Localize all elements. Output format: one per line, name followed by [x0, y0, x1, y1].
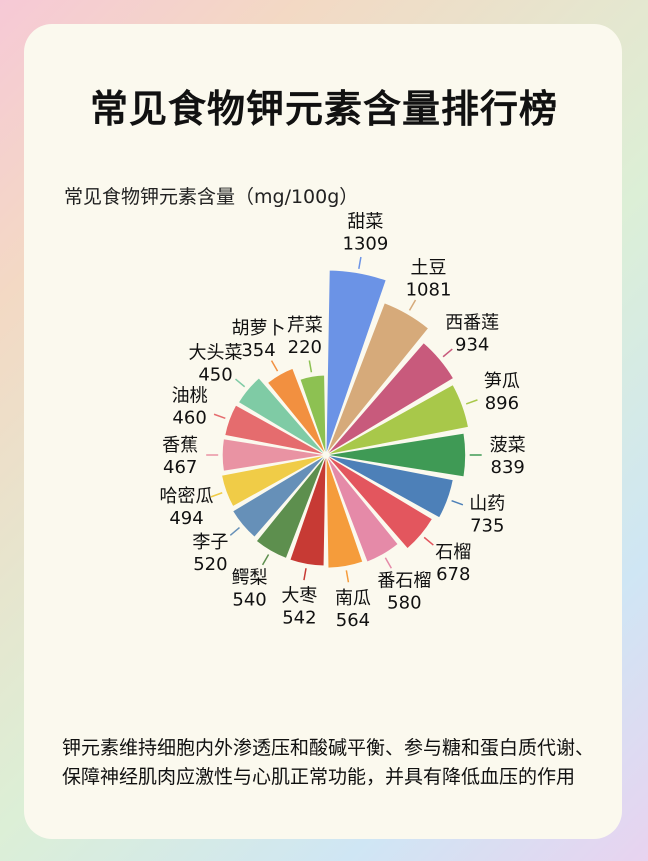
- category-label-9: 大枣: [281, 586, 317, 607]
- category-label-2: 西番莲: [445, 312, 499, 333]
- category-label-17: 芹菜: [287, 315, 323, 336]
- category-label-13: 香蕉: [162, 435, 198, 456]
- value-label-1: 1081: [406, 279, 452, 300]
- slice-6: [325, 454, 434, 550]
- value-label-12: 494: [169, 508, 203, 529]
- slice-14: [224, 404, 327, 456]
- value-label-17: 220: [288, 337, 322, 358]
- leader-line-16: [270, 360, 279, 372]
- leader-line-10: [261, 554, 270, 566]
- slice-9: [289, 454, 327, 567]
- slice-4: [325, 432, 467, 478]
- value-label-14: 460: [172, 407, 206, 428]
- slice-0: [325, 269, 387, 456]
- category-label-10: 鳄梨: [232, 567, 268, 588]
- leader-line-7: [384, 557, 393, 569]
- value-label-13: 467: [163, 457, 197, 478]
- category-label-12: 哈密瓜: [160, 486, 214, 507]
- value-label-0: 1309: [343, 233, 389, 254]
- slice-11: [231, 454, 327, 538]
- value-label-16: 354: [241, 340, 275, 361]
- leader-line-12: [210, 492, 223, 498]
- category-label-14: 油桃: [172, 385, 208, 406]
- slice-3: [325, 383, 470, 456]
- slice-17: [299, 374, 327, 456]
- slice-16: [266, 367, 327, 456]
- value-label-8: 564: [336, 610, 370, 631]
- value-label-15: 450: [198, 364, 232, 385]
- category-label-15: 大头菜: [189, 342, 243, 363]
- description-text: 钾元素维持细胞内外渗透压和酸碱平衡、参与糖和蛋白质代谢、保障神经肌肉应激性与心肌…: [62, 737, 595, 788]
- value-label-4: 839: [491, 457, 525, 478]
- slice-8: [325, 454, 364, 569]
- slice-5: [325, 454, 454, 519]
- value-label-9: 542: [282, 608, 316, 629]
- value-label-10: 540: [232, 589, 266, 610]
- category-label-11: 李子: [192, 532, 228, 553]
- category-label-8: 南瓜: [335, 588, 371, 609]
- category-label-5: 山药: [469, 494, 505, 515]
- category-label-0: 甜菜: [347, 211, 383, 232]
- slice-13: [221, 438, 327, 472]
- value-label-2: 934: [455, 334, 489, 355]
- chart-title: 常见食物钾元素含量（mg/100g）: [64, 186, 359, 208]
- slice-12: [220, 454, 327, 508]
- value-label-7: 580: [387, 593, 421, 614]
- category-label-16: 胡萝卜: [232, 318, 286, 339]
- leader-line-9: [303, 568, 307, 581]
- leader-line-6: [423, 536, 434, 546]
- leader-line-0: [358, 256, 362, 270]
- slice-2: [325, 341, 455, 456]
- slice-15: [237, 377, 327, 456]
- category-label-7: 番石榴: [377, 571, 431, 592]
- leader-line-1: [408, 299, 417, 311]
- leader-line-11: [229, 527, 240, 536]
- leader-line-3: [465, 399, 478, 405]
- value-label-5: 735: [470, 516, 504, 537]
- category-label-6: 石榴: [435, 542, 471, 563]
- value-label-3: 896: [485, 393, 519, 414]
- slice-1: [325, 302, 430, 456]
- slice-7: [325, 454, 399, 563]
- value-label-6: 678: [436, 564, 470, 585]
- category-label-1: 土豆: [411, 257, 447, 278]
- leader-line-15: [234, 378, 246, 388]
- page-title: 常见食物钾元素含量排行榜: [89, 87, 558, 131]
- value-label-11: 520: [193, 554, 227, 575]
- category-label-3: 笋瓜: [484, 371, 520, 392]
- leader-line-8: [345, 570, 350, 583]
- leader-line-5: [451, 500, 464, 506]
- slice-10: [255, 454, 327, 560]
- leader-line-2: [442, 348, 453, 358]
- leader-line-14: [213, 413, 226, 420]
- leader-line-17: [308, 360, 313, 373]
- category-label-4: 菠菜: [490, 435, 526, 456]
